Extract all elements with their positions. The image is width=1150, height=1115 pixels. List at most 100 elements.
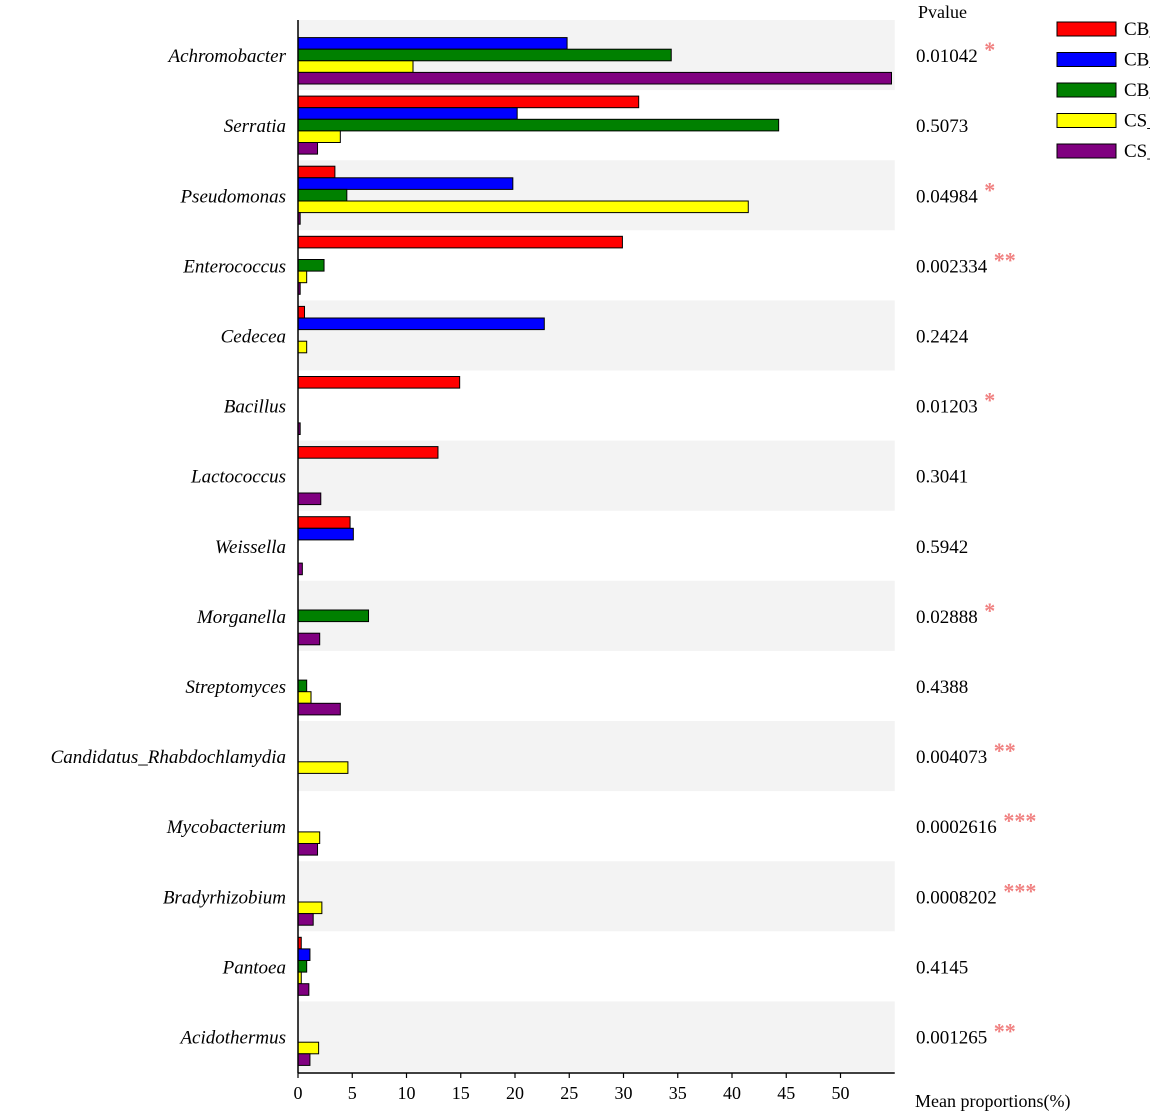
significance-stars: **	[994, 1018, 1016, 1043]
category-label: Enterococcus	[182, 256, 286, 277]
significance-stars: ***	[1003, 878, 1036, 903]
bar-CS_3-Pantoea	[297, 983, 310, 996]
category-label: Acidothermus	[178, 1027, 286, 1048]
x-tick-label: 20	[506, 1083, 524, 1103]
pvalue-text: 0.02888	[916, 607, 978, 628]
bar-CB_2-Pseudomonas	[297, 177, 514, 190]
category-label: Lactococcus	[190, 467, 286, 488]
category-label: Streptomyces	[185, 677, 286, 698]
bar-CB_1-Bacillus	[297, 376, 461, 389]
category-label: Pantoea	[222, 957, 286, 978]
category-label: Mycobacterium	[166, 817, 286, 838]
row-shade	[298, 580, 895, 651]
x-tick-label: 50	[832, 1083, 850, 1103]
bar-CB_1-Lactococcus	[297, 446, 439, 459]
bar-CB_2-Achromobacter	[297, 37, 568, 50]
row-shade	[298, 721, 895, 792]
bar-CB_3-Pseudomonas	[297, 188, 348, 202]
bar-CB_2-Pantoea	[297, 948, 311, 962]
pvalue-text: 0.002334	[916, 256, 988, 277]
significance-stars: *	[984, 37, 995, 62]
bar-CB_1-Serratia	[297, 95, 640, 109]
x-tick-label: 35	[669, 1083, 687, 1103]
bar-CS_3-Bradyrhizobium	[297, 913, 314, 926]
bar-CB_2-Serratia	[297, 107, 518, 120]
pvalue-text: 0.4388	[916, 677, 968, 698]
bar-CS_3-Mycobacterium	[297, 843, 319, 856]
legend-label: CS_3	[1124, 141, 1150, 162]
pvalue-text: 0.01203	[916, 397, 978, 418]
significance-stars: **	[994, 247, 1016, 272]
bar-CB_3-Enterococcus	[297, 259, 325, 272]
pvalue-text: 0.004073	[916, 747, 987, 768]
bar-CB_3-Pantoea	[297, 960, 308, 973]
row-backgrounds	[298, 20, 895, 1072]
pvalue-text: 0.04984	[916, 186, 978, 207]
bar-CB_1-Weissella	[297, 516, 351, 529]
significance-stars: ***	[1003, 808, 1036, 833]
x-tick-label: 5	[348, 1083, 357, 1103]
pvalue-text: 0.5942	[916, 537, 968, 558]
bar-CB_1-Cedecea	[297, 305, 306, 319]
pvalue-text: 0.3041	[916, 467, 968, 488]
category-label: Serratia	[224, 116, 286, 137]
pvalue-text: 0.0002616	[916, 817, 997, 838]
bar-CB_3-Streptomyces	[297, 679, 308, 693]
legend-swatch-CS_2	[1056, 113, 1117, 128]
bars-layer	[297, 37, 892, 1066]
bar-CS_3-Serratia	[297, 142, 319, 155]
bar-CS_3-Acidothermus	[297, 1053, 311, 1066]
category-label: Weissella	[215, 537, 286, 558]
pvalue-text: 0.5073	[916, 116, 968, 137]
legend-swatch-CB_1	[1056, 21, 1117, 37]
pvalue-text: 0.001265	[916, 1027, 987, 1048]
legend-label: CB_3	[1124, 80, 1150, 101]
pvalue-text: 0.0008202	[916, 887, 997, 908]
row-shade	[298, 160, 895, 231]
axes-layer: 0 5 10 15 20 25 30 35 40 45 50	[294, 20, 895, 1103]
bar-CB_2-Weissella	[297, 527, 354, 541]
significance-stars: *	[984, 177, 995, 202]
x-tick-label: 30	[615, 1083, 633, 1103]
bar-CS_3-Lactococcus	[297, 492, 322, 506]
bar-CB_1-Enterococcus	[297, 235, 623, 249]
legend-label: CB_1	[1124, 19, 1150, 40]
bar-CS_2-Bradyrhizobium	[297, 901, 323, 915]
row-shade	[298, 1001, 895, 1072]
bar-CS_2-Enterococcus	[297, 270, 308, 284]
category-label: Candidatus_Rhabdochlamydia	[51, 747, 286, 768]
x-tick-label: 15	[452, 1083, 470, 1103]
pvalue-text: 0.2424	[916, 326, 969, 347]
bar-CB_3-Serratia	[297, 118, 780, 132]
pvalue-text: 0.4145	[916, 957, 968, 978]
x-tick-label: 45	[777, 1083, 795, 1103]
x-tick-label: 0	[294, 1083, 303, 1103]
bar-CS_3-Streptomyces	[297, 702, 341, 716]
legend-label: CS_2	[1124, 111, 1150, 132]
significance-stars: *	[984, 598, 995, 623]
x-tick-label: 25	[560, 1083, 578, 1103]
category-label: Pseudomonas	[179, 186, 286, 207]
x-tick-label: 10	[398, 1083, 416, 1103]
category-label: Morganella	[196, 607, 286, 628]
row-shade	[298, 300, 895, 371]
bar-CB_3-Achromobacter	[297, 48, 672, 62]
bar-CS_3-Morganella	[297, 632, 321, 646]
bar-CS_2-Mycobacterium	[297, 831, 321, 845]
category-label: Cedecea	[221, 326, 286, 347]
legend-swatch-CS_3	[1056, 143, 1117, 159]
bar-CS_2-Candidatus_Rhabdochlamydia	[297, 761, 349, 774]
significance-stars: *	[984, 388, 995, 413]
bar-CS_2-Streptomyces	[297, 691, 312, 704]
x-tick-label: 40	[723, 1083, 741, 1103]
bar-CS_2-Pseudomonas	[297, 200, 749, 214]
legend-label: CB_2	[1124, 50, 1150, 71]
legend: CB_1 CB_2 CB_3 CS_2 CS_3	[1056, 19, 1150, 162]
significance-stars: **	[994, 738, 1016, 763]
legend-swatch-CB_3	[1056, 82, 1117, 98]
category-labels: Achromobacter Serratia Pseudomonas Enteroco…	[51, 46, 287, 1048]
bar-CS_2-Acidothermus	[297, 1041, 320, 1055]
bar-CS_2-Cedecea	[297, 340, 308, 354]
bar-CS_2-Achromobacter	[297, 60, 414, 73]
